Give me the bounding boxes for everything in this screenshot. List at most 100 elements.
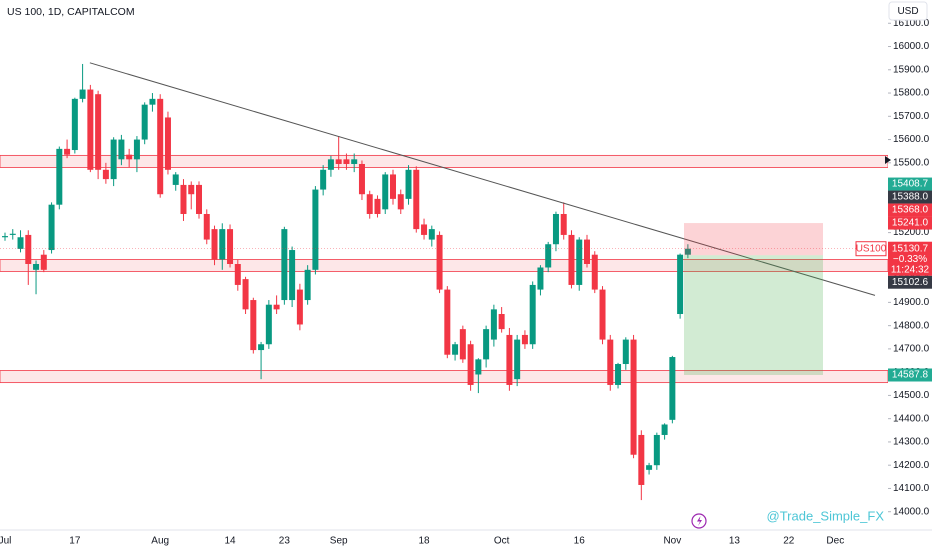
price-label: 15388.0 <box>892 192 929 203</box>
price-label-box <box>888 203 932 217</box>
candle-body <box>273 304 280 310</box>
candle-body <box>79 89 86 99</box>
candle-body <box>335 159 342 164</box>
candle-body <box>584 239 590 264</box>
y-tick-label: 15500.0 <box>893 157 930 168</box>
candle-body <box>351 159 358 164</box>
candle-body <box>258 344 265 351</box>
last-price-box <box>888 241 932 276</box>
y-tick-label: 15900.0 <box>893 64 930 75</box>
candle-body <box>343 159 350 164</box>
candle-body <box>312 189 319 270</box>
trend-line <box>89 62 876 296</box>
candle-body <box>428 229 435 240</box>
candle-body <box>126 154 133 160</box>
price-label: 15241.0 <box>892 218 929 229</box>
candle-body <box>25 234 32 264</box>
candle-body <box>180 184 187 214</box>
plot-area <box>0 62 889 501</box>
candle-body <box>653 434 660 466</box>
candle-body <box>227 229 234 264</box>
candle-body <box>296 289 303 325</box>
events-icon-bolt <box>697 516 702 526</box>
candle-body <box>265 304 272 345</box>
candle-body <box>661 424 668 435</box>
candle-body <box>133 139 140 160</box>
candle-body <box>40 254 47 270</box>
events-icon[interactable] <box>691 513 707 529</box>
candle-body <box>421 224 428 235</box>
candle-body <box>234 264 241 285</box>
currency[interactable]: USD <box>897 6 918 17</box>
candle-body <box>56 148 63 205</box>
candle-body <box>242 279 249 310</box>
y-tick-label: 14000.0 <box>893 506 930 517</box>
candle-body <box>498 314 505 330</box>
sr-zone <box>0 154 889 168</box>
y-tick-label: 14100.0 <box>893 483 930 494</box>
x-tick-label: Aug <box>151 536 169 547</box>
countdown: 11:24:32 <box>891 264 930 275</box>
candle-body <box>646 465 653 470</box>
candle-body <box>95 94 102 170</box>
currency-button[interactable] <box>888 1 928 21</box>
candle-body <box>638 434 645 485</box>
position-reward <box>684 255 823 375</box>
candle-body <box>452 344 459 355</box>
candle-body <box>467 344 474 385</box>
candle-body <box>2 236 8 238</box>
price-label: 14587.8 <box>892 370 929 381</box>
y-tick-label: 16100.0 <box>893 18 930 29</box>
candle-body <box>366 194 373 214</box>
last-change: −0.33% <box>893 254 927 265</box>
price-label-box <box>888 368 932 382</box>
candle-body <box>382 174 389 210</box>
candle-body <box>164 117 171 170</box>
candle-body <box>475 359 482 375</box>
last-price: 15130.7 <box>892 243 929 254</box>
candle-body <box>71 98 78 151</box>
candle-body <box>281 229 288 301</box>
axis-layer: Jul 17 Aug 14 23 Sep 18 Oct 16 Nov 13 22 Dec 14000.0 1… <box>0 18 932 547</box>
x-tick-label: Oct <box>494 536 510 547</box>
candle-body <box>483 329 490 360</box>
candle-body <box>599 289 606 340</box>
candle-body <box>17 237 24 249</box>
candle-body <box>615 364 622 385</box>
price-label: 15102.6 <box>892 277 929 288</box>
candle-body <box>413 169 420 230</box>
candle-body <box>669 357 676 420</box>
candle-body <box>514 339 521 380</box>
position-risk <box>684 223 823 256</box>
candle-body <box>203 213 210 240</box>
candle-body <box>374 198 381 214</box>
y-tick-label: 14700.0 <box>893 344 930 355</box>
candle-body <box>677 254 684 315</box>
candle-body <box>529 284 536 345</box>
x-tick-label: Nov <box>663 536 681 547</box>
y-tick-label: 14800.0 <box>893 320 930 331</box>
candle-body <box>444 289 451 355</box>
candle-body <box>149 98 156 105</box>
candle-body <box>48 204 55 251</box>
candle-body <box>591 254 598 290</box>
y-tick-label: 15200.0 <box>893 227 930 238</box>
y-tick-label: 14300.0 <box>893 437 930 448</box>
candle-body <box>684 248 691 255</box>
candle-body <box>118 139 125 160</box>
scroll-marker <box>885 156 891 164</box>
price-label-box <box>888 177 932 191</box>
candle-body <box>506 334 513 385</box>
candle-body <box>358 163 365 195</box>
symbol-box <box>855 241 887 257</box>
price-label-box <box>888 190 932 204</box>
chart-title: US 100, 1D, CAPITALCOM <box>7 6 135 18</box>
price-label: 15408.7 <box>892 179 929 190</box>
candle-body <box>102 169 109 180</box>
x-tick-label: Jul <box>0 536 11 547</box>
watermark: @Trade_Simple_FX <box>767 508 885 523</box>
candle-body <box>397 194 404 210</box>
